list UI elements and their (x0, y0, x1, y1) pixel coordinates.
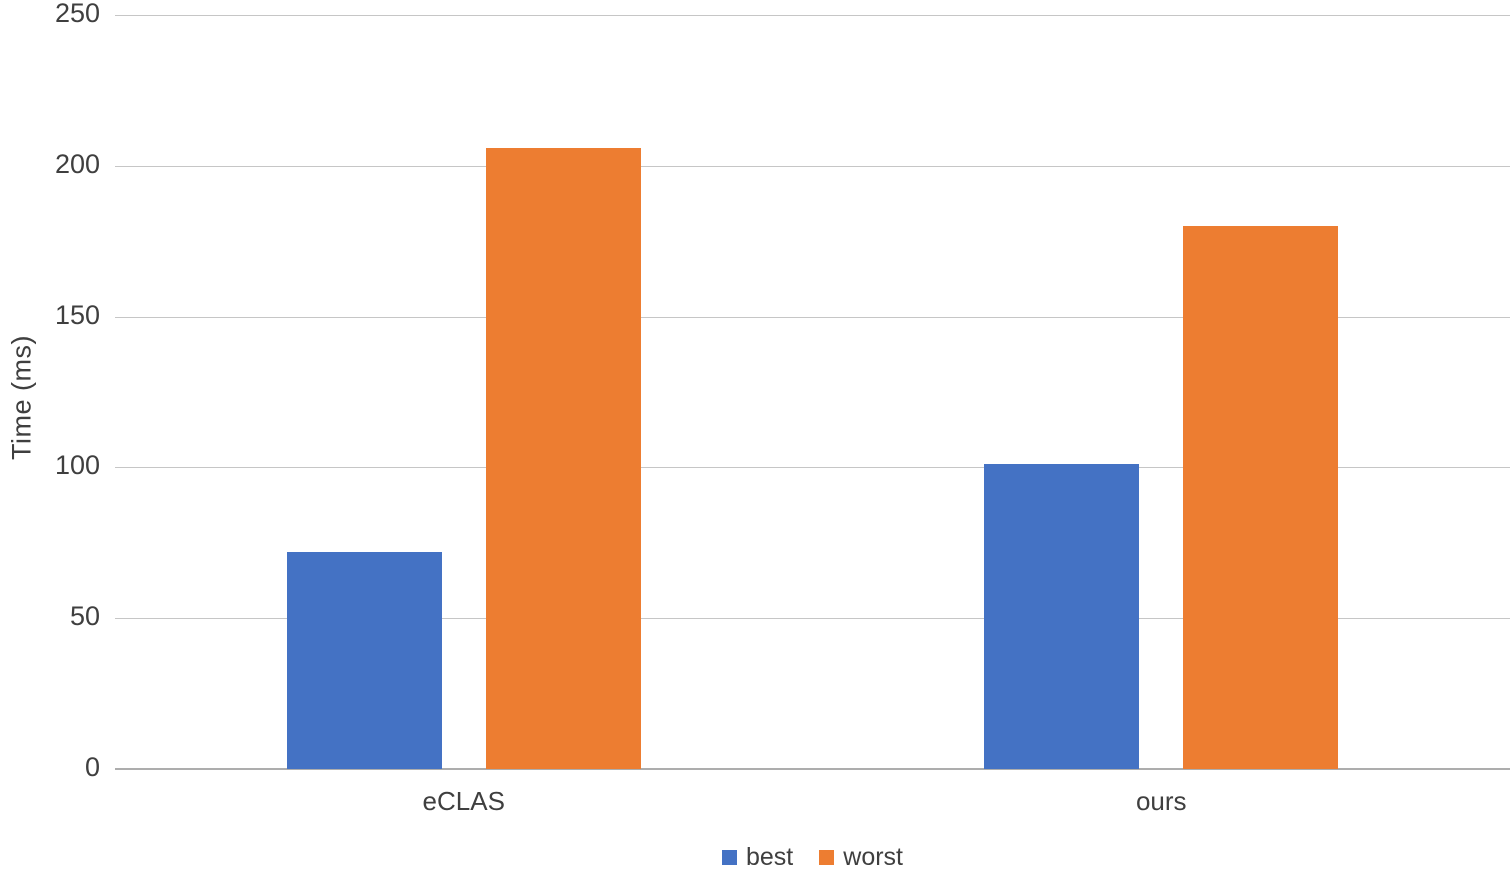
y-tick-label-200: 200 (54, 148, 100, 179)
gridline-50 (115, 618, 1510, 620)
gridline-100 (115, 467, 1510, 469)
y-tick-label-50: 50 (69, 601, 100, 632)
y-tick-label-150: 150 (54, 299, 100, 330)
bar-worst-ours (1183, 226, 1339, 769)
x-category-label-eCLAS: eCLAS (422, 786, 505, 816)
gridline-200 (115, 165, 1510, 167)
y-tick-label-0: 0 (84, 752, 100, 782)
y-tick-label-100: 100 (54, 450, 100, 481)
y-tick-label-250: 250 (54, 0, 100, 28)
legend-item-worst: worst (819, 843, 903, 872)
bar-worst-eCLAS (485, 147, 641, 769)
legend-label-worst: worst (843, 843, 903, 871)
legend-item-best: best (722, 843, 793, 872)
bar-best-eCLAS (286, 551, 442, 769)
x-axis-line (115, 768, 1510, 770)
legend-swatch-best (722, 850, 737, 865)
gridline-150 (115, 316, 1510, 318)
legend-label-best: best (746, 843, 794, 871)
legend: best worst (115, 843, 1510, 872)
bar-best-ours (984, 464, 1140, 769)
legend-swatch-worst (819, 850, 835, 865)
gridline-250 (115, 15, 1510, 16)
x-category-label-ours: ours (1135, 786, 1187, 816)
